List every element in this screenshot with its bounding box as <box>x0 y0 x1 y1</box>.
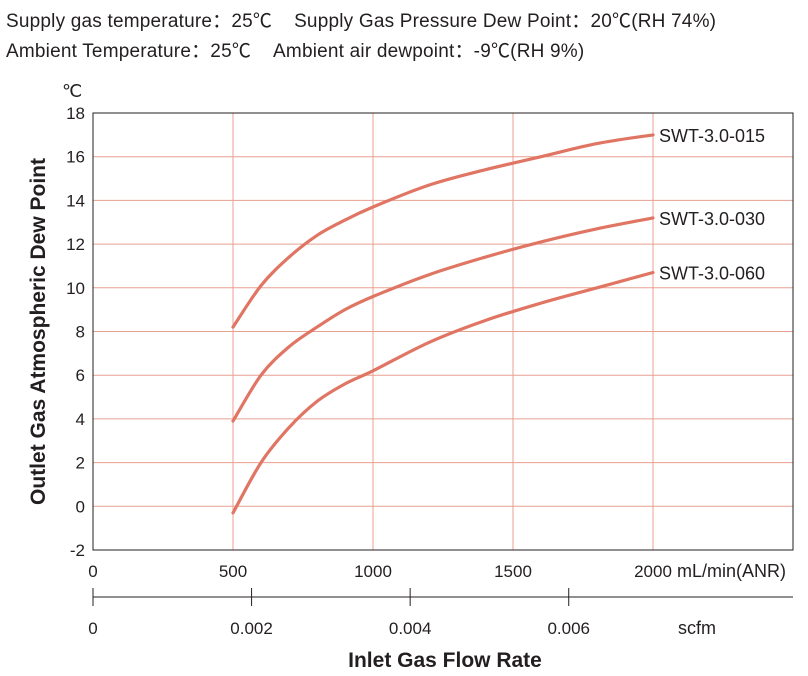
y-tick-labels: -2 0 2 4 6 8 10 12 14 16 18 <box>66 104 85 560</box>
y-axis-title: Outlet Gas Atmospheric Dew Point <box>27 158 50 505</box>
series-label-bg <box>656 258 782 287</box>
x-tick-label: 1500 <box>494 562 532 581</box>
y-tick-label: 16 <box>66 148 85 167</box>
series-line-swt-3.0-030 <box>231 216 655 423</box>
y-tick-label: 12 <box>66 235 85 254</box>
y-tick-label: 0 <box>76 497 85 516</box>
secondary-tick-label: 0 <box>88 619 97 638</box>
secondary-unit-label: scfm <box>678 618 716 638</box>
data-series: SWT-3.0-015 SWT-3.0-030 SWT-3.0-060 <box>231 120 782 515</box>
conditions-line-2: Ambient Temperature：25℃ Ambient air dewpo… <box>6 36 606 63</box>
conditions-line-1: Supply gas temperature：25℃ Supply Gas Pre… <box>6 6 738 33</box>
x-tick-label: 0 <box>88 562 97 581</box>
y-tick-label: 18 <box>66 104 85 123</box>
secondary-tick-label: 0.002 <box>230 619 273 638</box>
series-label: SWT-3.0-060 <box>659 264 765 284</box>
secondary-tick-label: 0.006 <box>547 619 590 638</box>
x-unit-label: mL/min(ANR) <box>677 561 786 581</box>
y-tick-label: 4 <box>76 410 85 429</box>
y-tick-label: -2 <box>70 541 85 560</box>
ambient-temperature-text: Ambient Temperature：25℃ <box>6 41 252 62</box>
secondary-tick-label: 0.004 <box>389 619 432 638</box>
series-label: SWT-3.0-015 <box>659 126 765 146</box>
plot-frame <box>92 112 794 551</box>
x-tick-label: 500 <box>219 562 247 581</box>
series-line-swt-3.0-060 <box>231 270 655 515</box>
y-tick-label: 6 <box>76 366 85 385</box>
ambient-dewpoint-text: Ambient air dewpoint：-9℃(RH 9%) <box>273 41 585 62</box>
y-tick-label: 8 <box>76 323 85 342</box>
y-unit-label: ℃ <box>62 81 82 101</box>
series-label: SWT-3.0-030 <box>659 209 765 229</box>
x-tick-label: 1000 <box>354 562 392 581</box>
x-tick-label: 2000 <box>634 562 672 581</box>
grid-lines <box>93 112 793 551</box>
secondary-axis: 0 0.002 0.004 0.006 <box>88 588 793 638</box>
x-axis-title: Inlet Gas Flow Rate <box>348 649 542 672</box>
y-tick-label: 10 <box>66 279 85 298</box>
series-label-bg <box>656 203 782 232</box>
supply-temperature-text: Supply gas temperature：25℃ <box>6 11 273 32</box>
x-tick-labels: 0 500 1000 1500 2000 <box>88 562 672 581</box>
y-tick-label: 2 <box>76 454 85 473</box>
y-tick-label: 14 <box>66 191 85 210</box>
supply-dewpoint-text: Supply Gas Pressure Dew Point：20℃(RH 74%… <box>294 11 717 32</box>
series-label-bg <box>656 120 782 149</box>
series-line-swt-3.0-015 <box>231 133 655 329</box>
